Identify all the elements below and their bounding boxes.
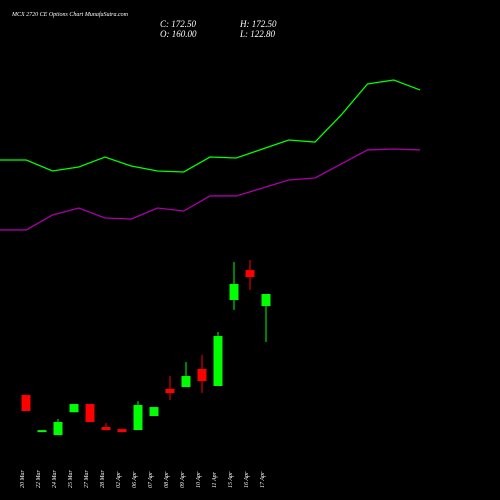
x-tick-label: 22 Mar — [36, 470, 42, 488]
candle-body — [229, 283, 239, 300]
candle-body — [197, 368, 207, 382]
x-tick-label: 27 Mar — [84, 470, 90, 488]
x-tick-label: 25 Mar — [68, 470, 74, 488]
candle-body — [85, 404, 95, 423]
open-label: O: 160.00 — [160, 29, 197, 39]
x-tick-label: 09 Apr — [180, 471, 186, 488]
candle-body — [245, 270, 255, 278]
indicator-line — [0, 79, 421, 173]
chart-title: MCX 2720 CE Options Chart MunafaSutra.co… — [11, 11, 129, 18]
candle-body — [101, 427, 111, 431]
candle-body — [37, 430, 47, 433]
x-tick-label: 28 Mar — [100, 470, 106, 488]
high-label: H: 172.50 — [239, 19, 277, 29]
x-tick-label: 02 Apr — [116, 471, 122, 488]
candle-body — [53, 422, 63, 436]
x-tick-label: 16 Apr — [244, 471, 250, 488]
candle-body — [261, 294, 271, 307]
indicator-line — [0, 148, 421, 231]
x-tick-label: 06 Apr — [132, 471, 138, 488]
x-tick-label: 08 Apr — [164, 471, 170, 488]
candle-body — [21, 395, 31, 412]
candle-body — [69, 404, 79, 413]
x-tick-label: 11 Apr — [212, 471, 218, 488]
x-tick-label: 07 Apr — [148, 471, 154, 488]
candle-body — [117, 429, 127, 433]
x-tick-label: 24 Mar — [51, 470, 58, 488]
x-tick-label: 15 Apr — [228, 471, 234, 488]
low-label: L: 122.80 — [239, 29, 276, 39]
candle-body — [149, 407, 159, 417]
close-label: C: 172.50 — [160, 19, 197, 29]
x-tick-label: 20 Mar — [20, 470, 26, 488]
candle-body — [213, 336, 223, 386]
x-tick-label: 10 Apr — [196, 471, 202, 488]
candle-body — [181, 376, 191, 388]
x-tick-label: 17 Apr — [260, 471, 266, 488]
candle-body — [133, 405, 143, 431]
candle-body — [165, 388, 175, 394]
